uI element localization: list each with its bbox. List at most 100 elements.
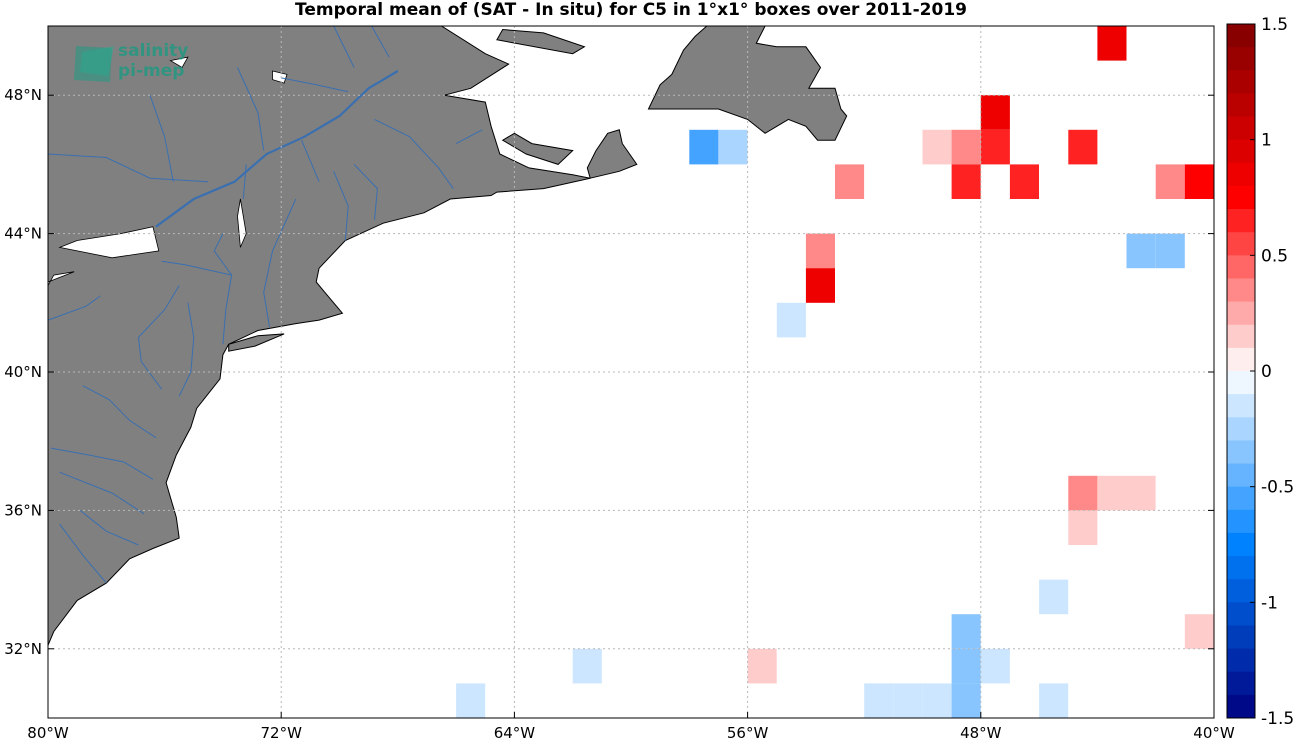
lat-tick-label: 48°N (4, 86, 42, 104)
river-st-maurice (237, 67, 265, 151)
colorbar-segment (1227, 116, 1255, 141)
data-cell (951, 164, 981, 199)
grid-lines (48, 26, 1214, 718)
colorbar-tick-label: -1 (1261, 593, 1278, 613)
river-kennebec (333, 171, 349, 241)
latitude-axis: 48°N 44°N 40°N 36°N 32°N (4, 86, 1214, 658)
land-long-island (228, 333, 285, 352)
land-newfoundland (647, 25, 848, 141)
river-potomac (82, 385, 157, 439)
river-allegheny (47, 295, 101, 321)
lon-tick-label: 56°W (727, 724, 769, 740)
colorbar-segment (1227, 509, 1255, 534)
colorbar-segment (1227, 139, 1255, 164)
data-cell (951, 614, 981, 649)
longitude-axis: 80°W 72°W 64°W 56°W 48°W 40°W (27, 712, 1235, 740)
data-cell (1097, 475, 1127, 511)
data-cell (1068, 129, 1098, 165)
river-neuse (79, 510, 139, 546)
river-roanoke (59, 471, 145, 515)
land-mainland (47, 25, 591, 646)
river-saguenay (281, 77, 349, 93)
river-gatineau (149, 95, 174, 182)
lon-tick-label: 72°W (260, 724, 302, 740)
land-layer (47, 25, 848, 646)
lake-ontario (58, 226, 160, 259)
data-cell (864, 683, 894, 718)
colorbar-segment (1227, 93, 1255, 117)
river-susquehanna (137, 285, 180, 390)
colorbar-segment (1227, 324, 1255, 349)
data-cell (951, 648, 981, 684)
colorbar-segment (1227, 694, 1255, 719)
data-cell (456, 683, 486, 718)
colorbar-segment (1227, 347, 1255, 372)
river-delaware (178, 302, 195, 397)
st-john-lake (272, 70, 288, 84)
land-anticosti (496, 28, 586, 55)
data-cell (747, 648, 777, 684)
data-cell (922, 129, 952, 165)
data-cell (1126, 475, 1156, 511)
colorbar-segment (1227, 301, 1255, 326)
land-cape-breton (586, 129, 638, 179)
colorbar-tick-label: -0.5 (1261, 478, 1294, 498)
logo-text-salinity: salinity (118, 41, 189, 61)
colorbar-segment (1227, 394, 1255, 418)
data-cell (1068, 475, 1098, 511)
colorbar-tick-label: 1 (1261, 131, 1272, 151)
colorbar-segment (1227, 440, 1255, 464)
colorbar-segment (1227, 463, 1255, 488)
lake-champlain (237, 198, 247, 248)
data-cell (718, 129, 748, 165)
lat-tick-label: 44°N (4, 225, 42, 243)
lake-nipigon-area (169, 56, 189, 69)
colorbar-tick-label: -1.5 (1261, 709, 1294, 729)
colorbar-segment (1227, 24, 1255, 48)
colorbar-segment (1227, 232, 1255, 256)
colorbar-tick-label: 0 (1261, 362, 1272, 382)
colorbar-segment (1227, 371, 1255, 395)
data-cell-layer (456, 26, 1214, 718)
colorbar-segment (1227, 185, 1255, 210)
colorbar: 1.5 1 0.5 0 -0.5 -1 -1.5 (1226, 15, 1294, 729)
river-connecticut (263, 198, 297, 328)
colorbar-segment (1227, 556, 1255, 580)
colorbar-segment (1227, 602, 1255, 626)
data-cell (1184, 614, 1214, 649)
colorbar-segment (1227, 47, 1255, 71)
river-cape-fear (59, 523, 107, 584)
data-cell (951, 683, 981, 718)
lon-tick-label: 48°W (960, 724, 1002, 740)
lon-tick-label: 80°W (27, 724, 69, 740)
river-mohawk (161, 260, 232, 276)
colorbar-segment (1227, 70, 1255, 94)
data-cell (1039, 579, 1069, 615)
colorbar-segment (1227, 278, 1255, 302)
data-cell (776, 302, 806, 338)
colorbar-segment (1227, 255, 1255, 279)
colorbar-segment (1227, 209, 1255, 233)
river-chaudiere (301, 140, 320, 182)
data-cell (1009, 164, 1039, 199)
lat-tick-label: 40°N (4, 363, 42, 381)
data-cell (1097, 26, 1127, 61)
logo-text-pimep: pi-mep (118, 61, 185, 81)
river-ottawa (47, 153, 209, 183)
colorbar-segment (1227, 671, 1255, 696)
colorbar-tick-label: 0.5 (1261, 246, 1288, 266)
pi-mep-logo: salinity pi-mep (72, 40, 212, 88)
data-cell (1068, 510, 1098, 545)
data-cell (951, 129, 981, 165)
data-cell (980, 95, 1010, 130)
river-st-lawrence (155, 70, 399, 228)
river-penobscot (353, 164, 378, 220)
data-cell (1155, 164, 1185, 199)
data-cell (1184, 164, 1214, 199)
data-cell (893, 683, 923, 718)
lat-tick-label: 32°N (4, 640, 42, 658)
data-cell (1126, 233, 1156, 269)
river-saint-john (374, 118, 454, 189)
data-cell (980, 129, 1010, 165)
